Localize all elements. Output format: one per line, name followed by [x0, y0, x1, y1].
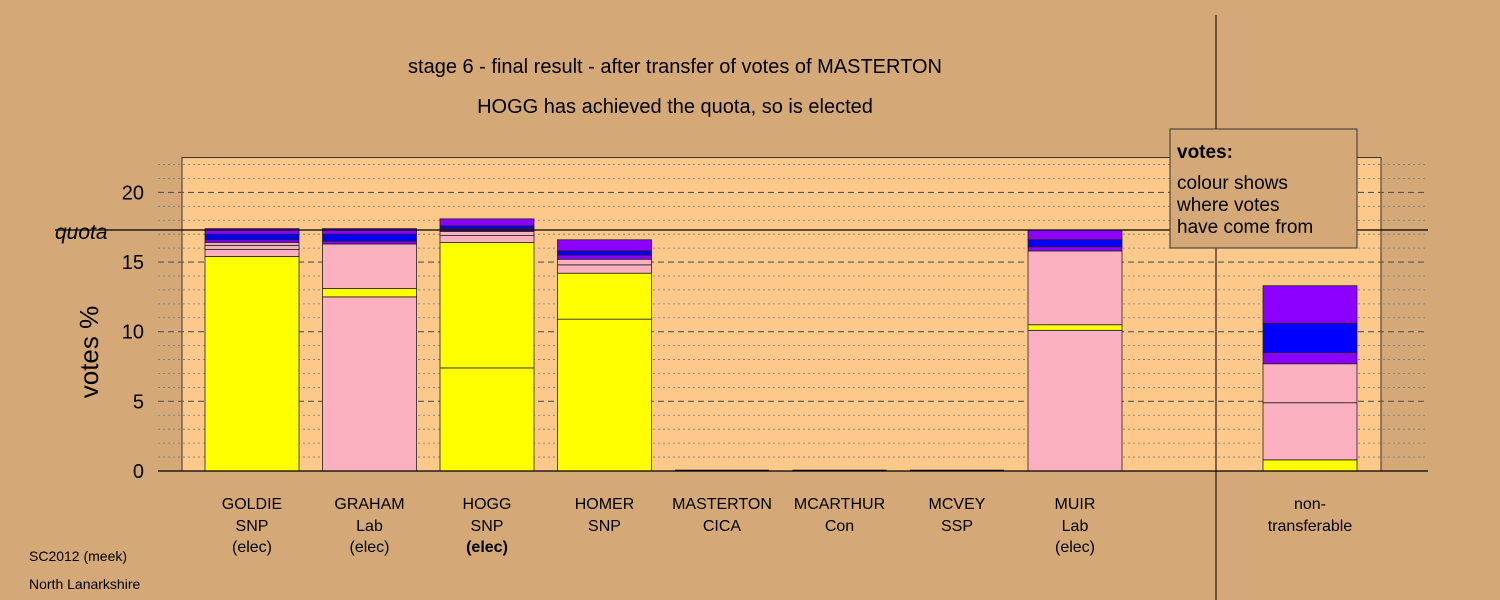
x-tick-label: Lab — [1062, 518, 1089, 535]
bar-segment — [557, 254, 652, 260]
bar-segment — [557, 318, 652, 472]
x-tick-label: HOGG — [463, 496, 512, 513]
legend: votes: colour shows where votes have com… — [1169, 128, 1358, 249]
x-tick-label: SNP — [471, 518, 504, 535]
bar-segment — [322, 288, 417, 298]
y-tick-label: 20 — [122, 182, 144, 204]
y-tick-label: 15 — [122, 252, 144, 274]
bar-segment — [204, 239, 300, 243]
bar-segment — [1027, 250, 1123, 326]
bar-segment — [1262, 322, 1358, 353]
bar-segment — [204, 228, 300, 235]
bar-segment — [322, 296, 417, 472]
x-tick-label: (elec) — [232, 539, 272, 556]
bar-segment — [322, 228, 417, 235]
quota-label: quota — [55, 221, 108, 244]
bar-segment — [1262, 459, 1358, 472]
bar-segment — [204, 244, 300, 250]
bar-segment — [1262, 402, 1358, 461]
bar-segment — [1262, 285, 1358, 324]
x-tick-label: GOLDIE — [222, 496, 282, 513]
x-tick-label: MCVEY — [929, 496, 986, 513]
legend-box — [1169, 128, 1358, 249]
bar-segment — [204, 233, 300, 241]
x-tick-label: (elec) — [1055, 539, 1095, 556]
x-tick-label: HOMER — [575, 496, 635, 513]
bar-segment — [557, 258, 652, 266]
x-tick-label: Lab — [356, 518, 383, 535]
bar-segment — [439, 225, 535, 230]
bar-segment — [1027, 246, 1123, 252]
bar-segment — [439, 235, 535, 243]
y-tick-labels: 0 5 10 15 20 — [122, 182, 144, 483]
chart-title: stage 6 - final result - after transfer … — [408, 56, 942, 78]
bar-segment — [439, 367, 535, 472]
bar-muir — [1027, 229, 1123, 472]
bar-segment — [557, 239, 652, 252]
x-tick-label: SNP — [236, 518, 269, 535]
legend-line: where votes — [1176, 195, 1279, 216]
bar-segment — [1027, 329, 1123, 472]
x-tick-label: SSP — [941, 518, 973, 535]
footer-region: North Lanarkshire — [29, 576, 140, 592]
bar-segment — [1262, 352, 1358, 365]
bar-goldie — [204, 228, 300, 472]
y-tick-label: 10 — [122, 322, 144, 344]
bar-segment — [204, 256, 300, 472]
bar-segment — [557, 264, 652, 274]
bar-segment — [322, 243, 417, 289]
y-axis-label: votes % — [74, 306, 104, 399]
x-tick-label: Con — [825, 518, 854, 535]
bar-segment — [557, 250, 652, 256]
legend-title: votes: — [1177, 142, 1233, 163]
x-tick-label: MUIR — [1055, 496, 1096, 513]
y-tick-label: 5 — [133, 391, 144, 413]
bar-segment — [1027, 229, 1123, 241]
bar-homer — [557, 239, 652, 472]
bar-nontransferable — [1262, 285, 1358, 472]
bar-segment — [204, 249, 300, 257]
x-tick-label: MCARTHUR — [794, 496, 885, 513]
x-tick-label: transferable — [1268, 518, 1353, 535]
x-tick-label: CICA — [703, 518, 742, 535]
chart-subtitle: HOGG has achieved the quota, so is elect… — [477, 96, 873, 118]
bar-segment — [322, 233, 417, 242]
bar-segment — [1027, 239, 1123, 248]
bar-graham — [322, 228, 417, 472]
y-tick-label: 0 — [133, 461, 144, 483]
bar-segment — [1262, 363, 1358, 404]
bar-segment — [439, 218, 535, 227]
bar-segment — [439, 231, 535, 236]
bar-segment — [322, 240, 417, 245]
legend-line: have come from — [1177, 217, 1313, 238]
footer-source: SC2012 (meek) — [29, 548, 127, 564]
x-tick-label: SNP — [588, 518, 621, 535]
x-tick-labels: GOLDIE SNP (elec) GRAHAM Lab (elec) HOGG SNP (el… — [222, 496, 1353, 556]
x-tick-label: (elec) — [349, 539, 389, 556]
x-tick-label: (elec) — [466, 539, 508, 556]
x-tick-label: non- — [1294, 496, 1326, 513]
bar-hogg — [439, 218, 535, 472]
bar-segment — [204, 242, 300, 246]
bar-segment — [557, 272, 652, 320]
x-tick-label: MASTERTON — [672, 496, 772, 513]
bar-segment — [1027, 324, 1123, 331]
x-tick-label: GRAHAM — [334, 496, 404, 513]
bar-segment — [439, 242, 535, 369]
bars — [204, 218, 1358, 472]
legend-line: colour shows — [1177, 173, 1288, 194]
